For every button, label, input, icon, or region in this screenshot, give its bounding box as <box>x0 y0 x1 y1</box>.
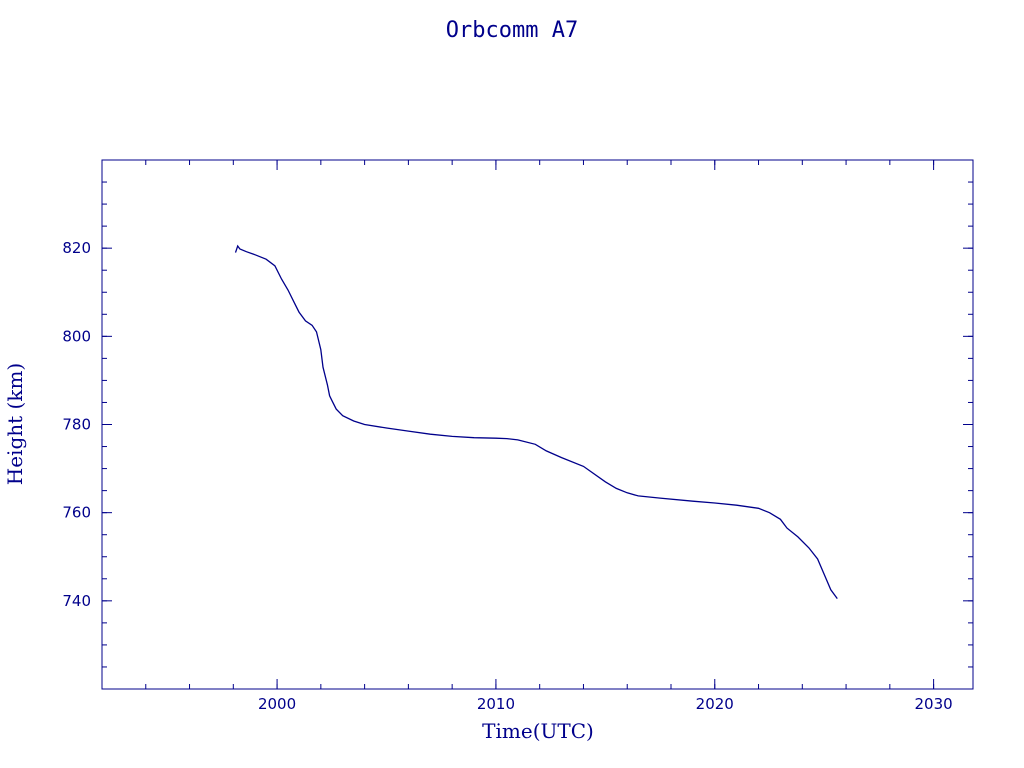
y-tick-label: 740 <box>62 592 91 610</box>
y-tick-label: 780 <box>62 416 91 434</box>
plot-frame <box>101 159 974 690</box>
x-tick-label: 2030 <box>915 695 953 713</box>
y-tick-label: 820 <box>62 239 91 257</box>
height-series-line <box>234 244 838 599</box>
x-tick-label: 2020 <box>696 695 734 713</box>
x-axis-label: Time(UTC) <box>482 719 594 743</box>
chart-title: Orbcomm A7 <box>446 18 578 43</box>
y-axis-label: Height (km) <box>3 363 27 485</box>
y-tick-label: 760 <box>62 504 91 522</box>
x-tick-label: 2010 <box>477 695 515 713</box>
axis-ticks <box>101 159 973 690</box>
tick-labels: 2000 2010 2020 2030 740 760 780 800 820 <box>62 239 952 713</box>
y-tick-label: 800 <box>62 327 91 345</box>
x-tick-label: 2000 <box>258 695 296 713</box>
